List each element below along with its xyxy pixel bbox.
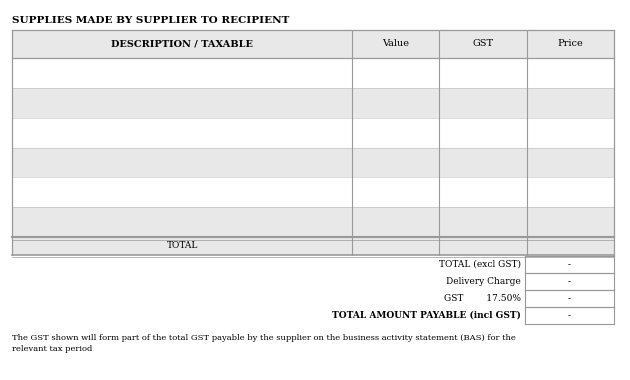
- Text: TOTAL (excl GST): TOTAL (excl GST): [439, 260, 521, 269]
- Bar: [12, 237, 614, 255]
- Bar: [12, 147, 614, 177]
- Text: -: -: [568, 277, 571, 286]
- Text: Value: Value: [382, 40, 410, 49]
- Bar: [525, 273, 614, 290]
- Bar: [12, 177, 614, 207]
- Bar: [525, 256, 614, 273]
- Text: -: -: [568, 294, 571, 303]
- Text: TOTAL: TOTAL: [166, 242, 198, 250]
- Text: TOTAL AMOUNT PAYABLE (incl GST): TOTAL AMOUNT PAYABLE (incl GST): [332, 311, 521, 320]
- Text: DESCRIPTION / TAXABLE: DESCRIPTION / TAXABLE: [111, 40, 253, 49]
- Bar: [525, 307, 614, 324]
- Text: The GST shown will form part of the total GST payable by the supplier on the bus: The GST shown will form part of the tota…: [12, 334, 516, 353]
- Text: -: -: [568, 311, 571, 320]
- Text: -: -: [568, 260, 571, 269]
- Text: GST        17.50%: GST 17.50%: [444, 294, 521, 303]
- Text: GST: GST: [472, 40, 494, 49]
- Bar: [12, 30, 614, 58]
- Bar: [525, 290, 614, 307]
- Bar: [12, 118, 614, 147]
- Bar: [12, 88, 614, 118]
- Text: Price: Price: [558, 40, 583, 49]
- Text: SUPPLIES MADE BY SUPPLIER TO RECIPIENT: SUPPLIES MADE BY SUPPLIER TO RECIPIENT: [12, 16, 289, 25]
- Bar: [12, 207, 614, 237]
- Bar: [12, 58, 614, 88]
- Text: Delivery Charge: Delivery Charge: [446, 277, 521, 286]
